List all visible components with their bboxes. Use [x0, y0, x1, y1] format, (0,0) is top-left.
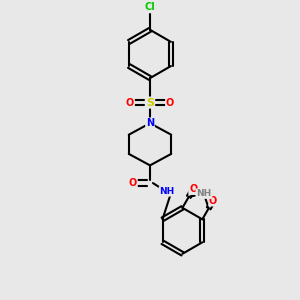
Text: NH: NH: [196, 189, 212, 198]
Text: N: N: [146, 118, 154, 128]
Text: NH: NH: [160, 187, 175, 196]
Text: Cl: Cl: [145, 2, 155, 12]
Text: O: O: [129, 178, 137, 188]
Text: O: O: [166, 98, 174, 108]
Text: O: O: [209, 196, 217, 206]
Text: O: O: [189, 184, 197, 194]
Text: S: S: [146, 98, 154, 108]
Text: O: O: [126, 98, 134, 108]
